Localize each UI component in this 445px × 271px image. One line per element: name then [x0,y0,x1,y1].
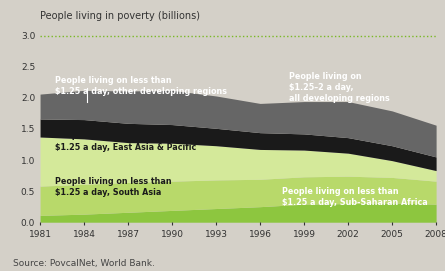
Text: People living in poverty (billions): People living in poverty (billions) [40,11,200,21]
Text: People living on less than
$1.25 a day, East Asia & Pacific: People living on less than $1.25 a day, … [55,131,196,151]
Text: People living on less than
$1.25 a day, other developing regions: People living on less than $1.25 a day, … [55,76,227,96]
Text: People living on less than
$1.25 a day, South Asia: People living on less than $1.25 a day, … [55,177,171,197]
Text: Source: PovcalNet, World Bank.: Source: PovcalNet, World Bank. [13,259,155,268]
Text: People living on
$1.25–2 a day,
all developing regions: People living on $1.25–2 a day, all deve… [289,72,390,103]
Text: People living on less than
$1.25 a day, Sub-Saharan Africa: People living on less than $1.25 a day, … [282,187,428,207]
